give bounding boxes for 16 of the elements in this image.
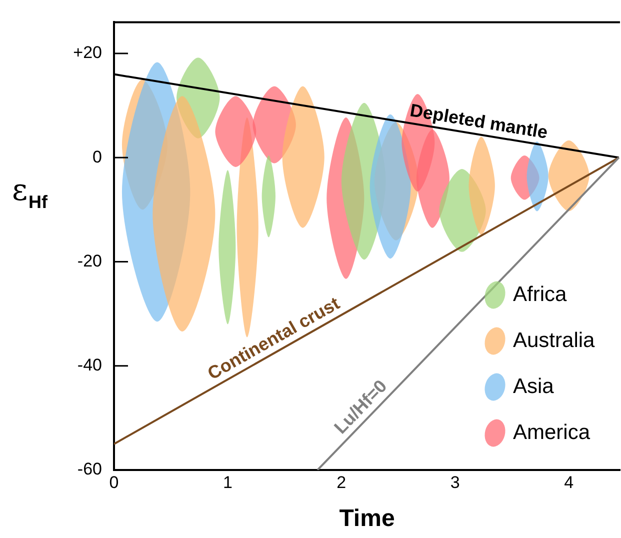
legend-label: Asia [513, 374, 554, 398]
legend-label: Australia [513, 328, 596, 352]
x-tick-label: 0 [109, 472, 119, 492]
x-tick-label: 3 [450, 472, 460, 492]
y-tick-label: -20 [77, 251, 102, 270]
legend-label: America [513, 420, 590, 444]
legend-label: Africa [513, 282, 567, 306]
y-tick-label: +20 [73, 43, 102, 62]
y-tick-label: 0 [92, 147, 102, 166]
y-tick-label: -40 [77, 356, 102, 375]
x-tick-label: 4 [564, 472, 574, 492]
x-axis-title: Time [339, 505, 395, 532]
x-tick-label: 2 [336, 472, 346, 492]
y-tick-label: -60 [77, 460, 102, 479]
x-tick-label: 1 [222, 472, 232, 492]
annotation: Depleted mantle [408, 100, 550, 142]
